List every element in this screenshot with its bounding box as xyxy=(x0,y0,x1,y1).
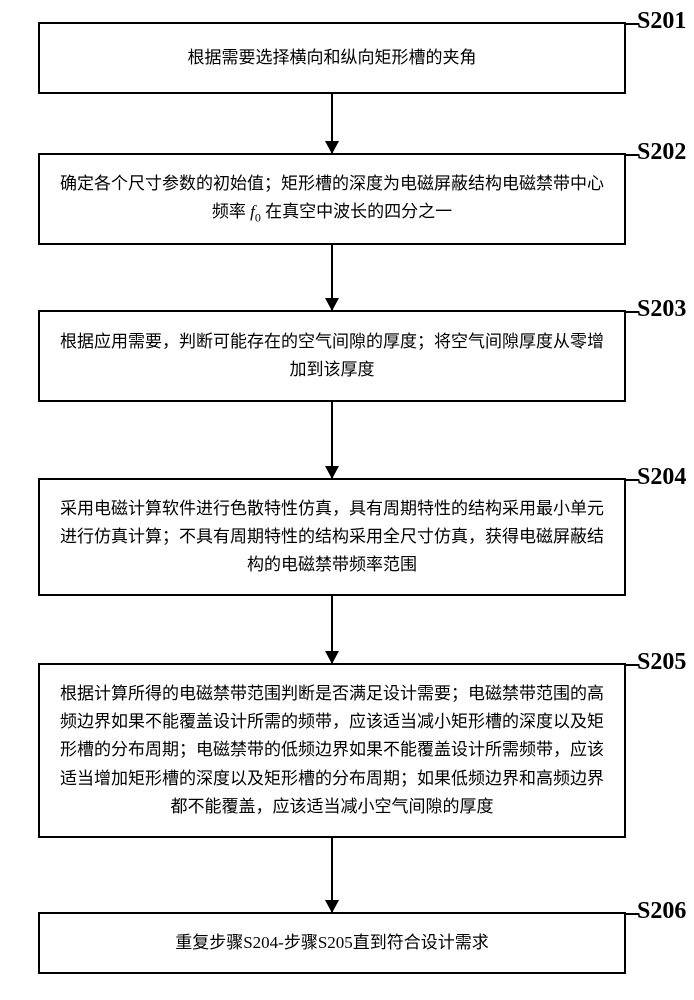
arrow-1 xyxy=(331,94,333,153)
step-text-s201: 根据需要选择横向和纵向矩形槽的夹角 xyxy=(188,44,477,72)
step-box-s202: 确定各个尺寸参数的初始值；矩形槽的深度为电磁屏蔽结构电磁禁带中心频率 f0 在真… xyxy=(38,153,626,245)
step-text-s205: 根据计算所得的电磁禁带范围判断是否满足设计需要；电磁禁带范围的高频边界如果不能覆… xyxy=(58,680,606,820)
arrow-4 xyxy=(331,596,333,663)
arrow-5 xyxy=(331,838,333,912)
step-text-s202: 确定各个尺寸参数的初始值；矩形槽的深度为电磁屏蔽结构电磁禁带中心频率 f0 在真… xyxy=(58,170,606,228)
step-label-s206: S206 xyxy=(637,898,686,925)
arrow-2 xyxy=(331,245,333,310)
step-box-s206: 重复步骤S204-步骤S205直到符合设计需求 xyxy=(38,912,626,974)
step-text-s204: 采用电磁计算软件进行色散特性仿真，具有周期特性的结构采用最小单元进行仿真计算；不… xyxy=(58,495,606,579)
arrow-3 xyxy=(331,402,333,478)
step-text-s203: 根据应用需要，判断可能存在的空气间隙的厚度；将空气间隙厚度从零增加到该厚度 xyxy=(58,328,606,384)
step-box-s204: 采用电磁计算软件进行色散特性仿真，具有周期特性的结构采用最小单元进行仿真计算；不… xyxy=(38,478,626,596)
step-label-s201: S201 xyxy=(637,8,686,35)
step-box-s205: 根据计算所得的电磁禁带范围判断是否满足设计需要；电磁禁带范围的高频边界如果不能覆… xyxy=(38,663,626,838)
step-box-s201: 根据需要选择横向和纵向矩形槽的夹角 xyxy=(38,22,626,94)
step-label-s205: S205 xyxy=(637,649,686,676)
flowchart-container: 根据需要选择横向和纵向矩形槽的夹角 S201 确定各个尺寸参数的初始值；矩形槽的… xyxy=(0,0,694,1000)
step-box-s203: 根据应用需要，判断可能存在的空气间隙的厚度；将空气间隙厚度从零增加到该厚度 xyxy=(38,310,626,402)
step-text-s206: 重复步骤S204-步骤S205直到符合设计需求 xyxy=(175,929,489,957)
step-label-s204: S204 xyxy=(637,464,686,491)
step-label-s203: S203 xyxy=(637,296,686,323)
step-label-s202: S202 xyxy=(637,139,686,166)
